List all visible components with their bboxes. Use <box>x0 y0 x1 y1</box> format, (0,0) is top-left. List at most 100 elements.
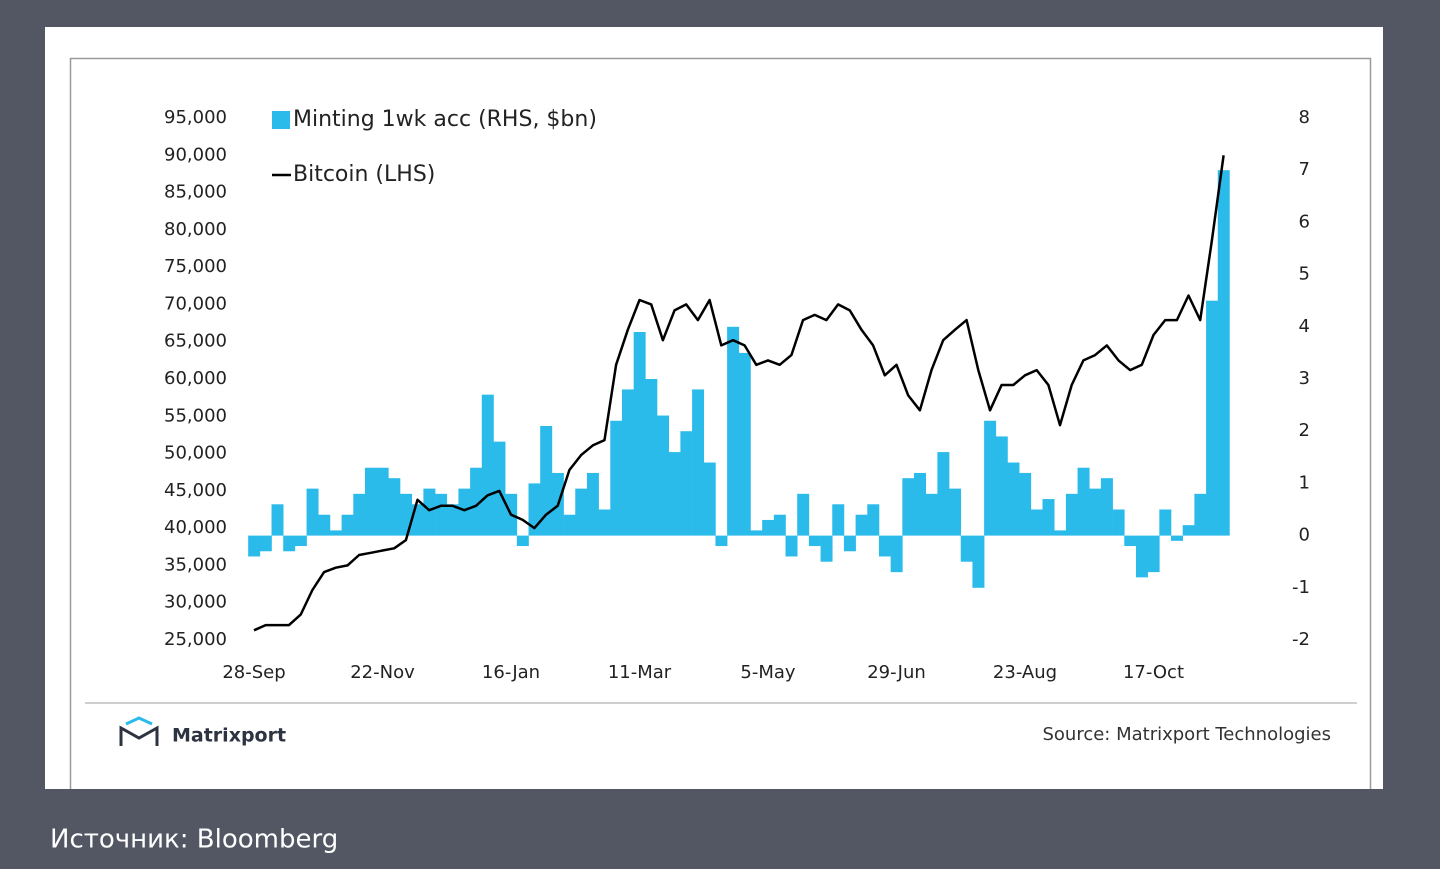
minting-bar <box>283 535 296 552</box>
minting-bar <box>528 483 541 536</box>
chart-frame <box>69 57 1372 789</box>
minting-bar <box>960 535 973 562</box>
y-tick-label: 65,000 <box>164 331 227 352</box>
minting-bar <box>610 420 623 536</box>
y2-tick-label: -1 <box>1292 577 1310 598</box>
y-tick-label: 95,000 <box>164 107 227 128</box>
minting-bar <box>575 488 588 536</box>
minting-bar <box>925 493 938 536</box>
minting-bar <box>1042 499 1055 536</box>
minting-bar <box>867 504 880 536</box>
minting-bar <box>738 352 751 536</box>
minting-bar <box>540 425 553 536</box>
minting-bar <box>470 467 483 536</box>
minting-bar <box>306 488 319 536</box>
minting-bar <box>1124 535 1137 547</box>
y2-tick-label: -2 <box>1292 629 1310 650</box>
source-note: Source: Matrixport Technologies <box>1042 724 1331 745</box>
minting-bar <box>388 478 401 536</box>
minting-bar <box>259 535 272 552</box>
plot-area: 25,000 30,000 35,000 40,000 45,000 50,000 55,0… <box>164 107 1310 683</box>
y-tick-label: 30,000 <box>164 592 227 613</box>
minting-bar <box>1019 472 1032 536</box>
y-tick-label: 60,000 <box>164 368 227 389</box>
minting-bar <box>1159 509 1172 536</box>
minting-bar <box>984 420 997 536</box>
minting-bar <box>516 535 529 547</box>
legend-swatch <box>272 111 290 129</box>
brand-logo <box>119 716 159 746</box>
y2-tick-label: 4 <box>1299 316 1310 337</box>
minting-bar <box>762 519 775 536</box>
minting-bar <box>785 535 798 557</box>
minting-bar <box>364 467 377 536</box>
minting-bar <box>248 535 261 557</box>
minting-bar <box>890 535 903 573</box>
y-tick-label: 85,000 <box>164 182 227 203</box>
minting-bar <box>318 514 331 536</box>
minting-bar <box>621 389 634 536</box>
minting-bar <box>1182 525 1195 536</box>
y-tick-label: 55,000 <box>164 405 227 426</box>
y2-tick-label: 7 <box>1299 159 1310 180</box>
x-tick-label: 22-Nov <box>350 662 415 683</box>
brand-name: Matrixport <box>172 725 286 747</box>
minting-bar <box>563 514 576 536</box>
minting-bar <box>703 462 716 536</box>
minting-bar <box>294 535 307 547</box>
minting-bar <box>633 332 646 536</box>
y-tick-label: 75,000 <box>164 256 227 277</box>
minting-bar <box>598 509 611 536</box>
x-tick-label: 5-May <box>740 662 796 683</box>
minting-bar <box>1077 467 1090 536</box>
minting-bar <box>353 493 366 536</box>
y2-tick-label: 6 <box>1299 211 1310 232</box>
minting-bar <box>820 535 833 562</box>
legend-label: Minting 1wk acc (RHS, $bn) <box>293 107 597 132</box>
y-tick-label: 35,000 <box>164 554 227 575</box>
y2-tick-label: 2 <box>1299 420 1310 441</box>
x-tick-label: 29-Jun <box>867 662 926 683</box>
caption: Источник: Bloomberg <box>50 825 338 855</box>
x-tick-label: 11-Mar <box>608 662 672 683</box>
x-tick-label: 16-Jan <box>482 662 540 683</box>
y2-tick-label: 3 <box>1299 368 1310 389</box>
minting-bar <box>1089 488 1102 536</box>
y-tick-label: 80,000 <box>164 219 227 240</box>
y2-tick-label: 5 <box>1299 264 1310 285</box>
minting-bar <box>808 535 821 547</box>
x-tick-label: 23-Aug <box>993 662 1057 683</box>
bitcoin-line <box>253 155 1225 632</box>
minting-bar <box>458 488 471 536</box>
minting-bar <box>493 441 506 536</box>
minting-bar <box>271 504 284 536</box>
minting-bar <box>1147 535 1160 573</box>
minting-bar <box>902 478 915 536</box>
minting-bar <box>843 535 856 552</box>
minting-bar <box>949 488 962 536</box>
minting-bar <box>411 504 424 536</box>
minting-bar <box>878 535 891 557</box>
minting-bar <box>995 436 1008 536</box>
minting-bar <box>750 530 763 536</box>
y-tick-label: 50,000 <box>164 443 227 464</box>
minting-bar <box>1194 493 1207 536</box>
y-tick-label: 45,000 <box>164 480 227 501</box>
minting-bar <box>657 415 670 536</box>
y2-tick-label: 1 <box>1299 472 1310 493</box>
minting-bar <box>645 379 658 536</box>
minting-bar <box>1206 300 1219 536</box>
minting-bar <box>1112 509 1125 536</box>
minting-bar <box>1217 170 1230 536</box>
y-tick-label: 70,000 <box>164 293 227 314</box>
minting-bar <box>797 493 810 536</box>
minting-bar <box>727 326 740 536</box>
minting-bar <box>914 472 927 536</box>
y-tick-label: 25,000 <box>164 629 227 650</box>
x-tick-label: 17-Oct <box>1123 662 1184 683</box>
minting-bar <box>1065 493 1078 536</box>
minting-bar <box>1100 478 1113 536</box>
y-tick-label: 90,000 <box>164 144 227 165</box>
